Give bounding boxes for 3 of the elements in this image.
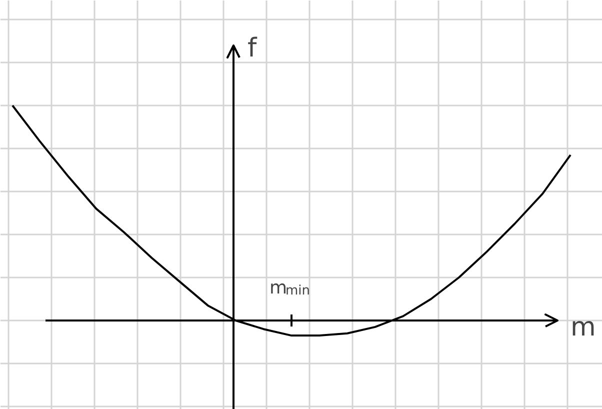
x-axis-title: m: [570, 312, 596, 342]
annotation: mmin: [270, 278, 310, 298]
y-axis-title: f: [248, 34, 258, 64]
